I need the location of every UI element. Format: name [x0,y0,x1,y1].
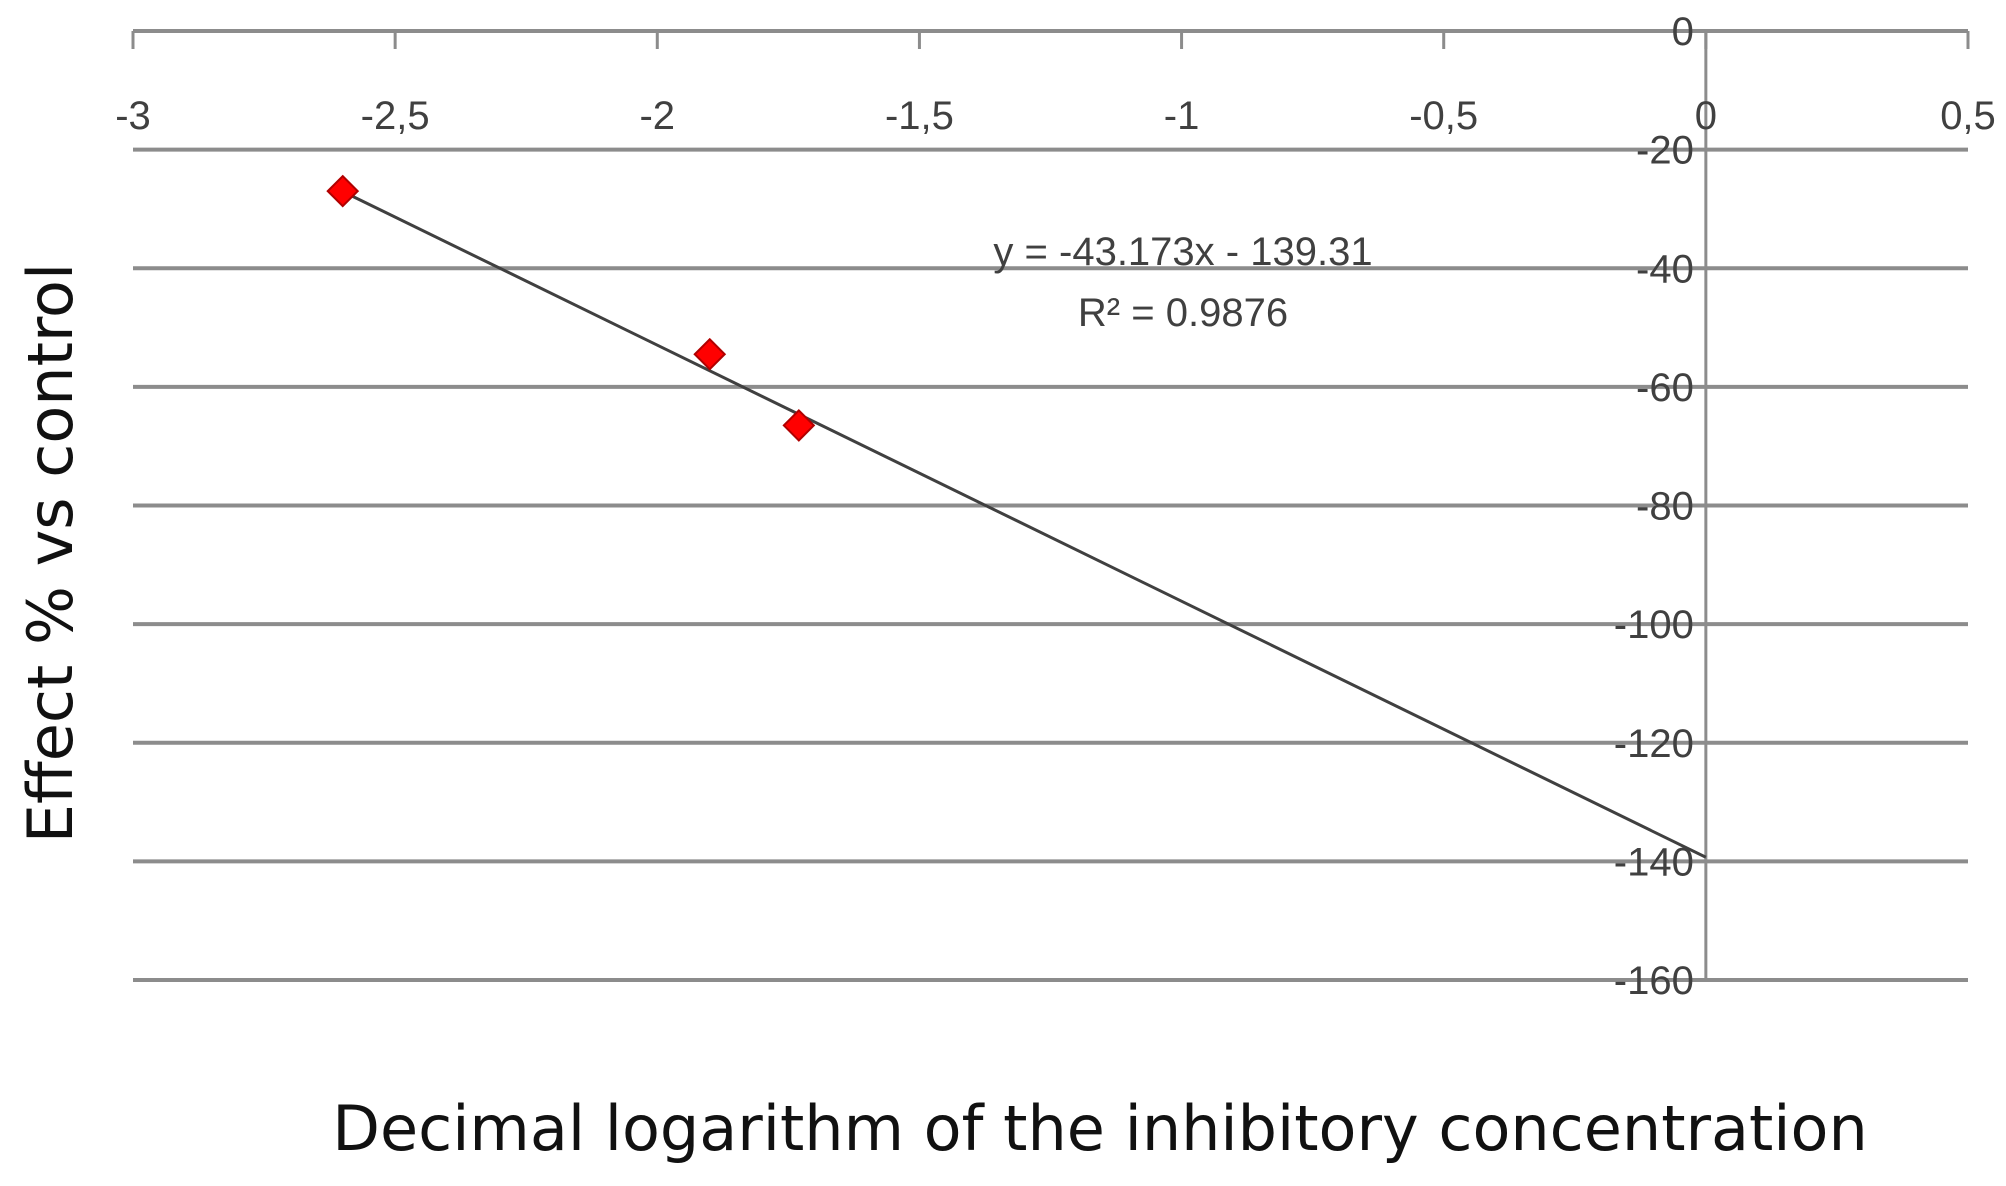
x-tick-label-5: -0,5 [1409,94,1478,138]
y-tick-label-0: 0 [1672,10,1694,54]
trendline-group [342,190,1707,859]
x-tick-label-2: -2 [639,94,675,138]
x-tick-label-1: -2,5 [361,94,430,138]
y-tick-label-8: -160 [1614,959,1694,1003]
data-point-0-1 [693,337,727,371]
gridlines [133,29,1968,982]
trendline-r-squared: R² = 0.9876 [1078,291,1288,335]
trendline [342,190,1707,859]
x-tick-label-7: 0,5 [1940,94,1996,138]
axes [131,29,1970,980]
y-tick-label-1: -20 [1636,129,1694,173]
x-tick-label-6: 0 [1695,94,1717,138]
y-tick-label-7: -140 [1614,840,1694,884]
y-tick-label-2: -40 [1636,247,1694,291]
y-tick-label-6: -120 [1614,722,1694,766]
trendline-equation: y = -43.173x - 139.31 [993,230,1372,274]
x-tick-label-3: -1,5 [885,94,954,138]
data-point-0-0 [326,174,360,208]
data-point-0-2 [782,409,816,442]
y-axis-label: Effect % vs control [14,263,87,843]
x-tick-label-4: -1 [1164,94,1200,138]
y-tick-label-5: -100 [1614,603,1694,647]
y-tick-label-3: -60 [1636,366,1694,410]
y-tick-label-4: -80 [1636,485,1694,529]
tick-labels: 0-20-40-60-80-100-120-140-160-3 -2,5 -2 -1,… [115,10,1996,1003]
x-tick-label-0: -3 [115,94,151,138]
x-axis-label: Decimal logarithm of the inhibitory conc… [332,1092,1868,1165]
data-points [326,174,816,442]
